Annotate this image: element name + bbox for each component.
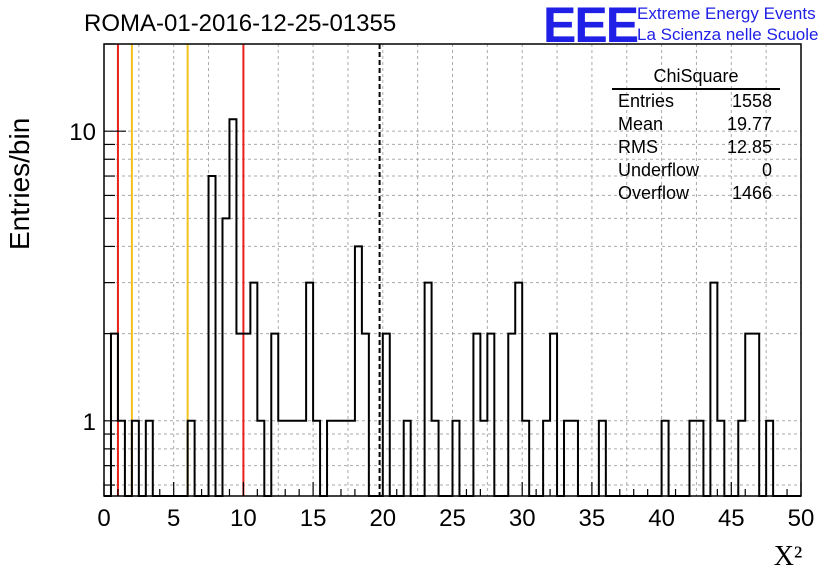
stats-row-rms: RMS 12.85 [612, 136, 780, 159]
x-axis-ticks: 0 5 10 15 20 25 30 35 40 45 50 [97, 482, 814, 532]
x-tick-label: 5 [167, 505, 180, 532]
stats-label: Mean [618, 114, 664, 134]
stats-label: Overflow [618, 183, 690, 203]
stats-value: 1466 [731, 183, 772, 203]
stats-value: 12.85 [726, 137, 772, 157]
stats-value: 19.77 [726, 114, 772, 134]
logo-line-2: La Scienza nelle Scuole [637, 25, 819, 44]
stats-label: Underflow [618, 160, 700, 180]
x-tick-label: 35 [579, 505, 606, 532]
x-tick-label: 25 [439, 505, 466, 532]
y-axis-label: Entries/bin [4, 117, 35, 250]
x-tick-label: 10 [230, 505, 257, 532]
y-axis-ticks: 1 10 [69, 43, 126, 486]
y-tick-label: 1 [83, 409, 96, 436]
stats-row-mean: Mean 19.77 [612, 113, 780, 136]
x-tick-label: 30 [509, 505, 536, 532]
run-title: ROMA-01-2016-12-25-01355 [84, 10, 397, 37]
marker-lines [116, 44, 381, 496]
stats-row-entries: Entries 1558 [612, 90, 780, 113]
stats-value: 0 [761, 160, 772, 180]
stats-label: Entries [618, 91, 675, 111]
stats-row-overflow: Overflow 1466 [612, 182, 780, 205]
x-tick-label: 0 [97, 505, 110, 532]
x-axis-label: X² [774, 541, 803, 572]
x-tick-label: 20 [369, 505, 396, 532]
stats-title: ChiSquare [612, 66, 780, 90]
stats-value: 1558 [731, 91, 772, 111]
stats-label: RMS [618, 137, 658, 157]
logo-line-1: Extreme Energy Events [637, 4, 816, 23]
x-tick-label: 40 [648, 505, 675, 532]
stats-box: ChiSquare Entries 1558 Mean 19.77 RMS 12.85… [612, 66, 780, 205]
y-tick-label: 10 [69, 119, 96, 146]
x-tick-label: 45 [718, 505, 745, 532]
stats-row-underflow: Underflow 0 [612, 159, 780, 182]
x-tick-label: 50 [788, 505, 815, 532]
x-tick-label: 15 [300, 505, 327, 532]
eee-logo: EEE [543, 0, 639, 53]
